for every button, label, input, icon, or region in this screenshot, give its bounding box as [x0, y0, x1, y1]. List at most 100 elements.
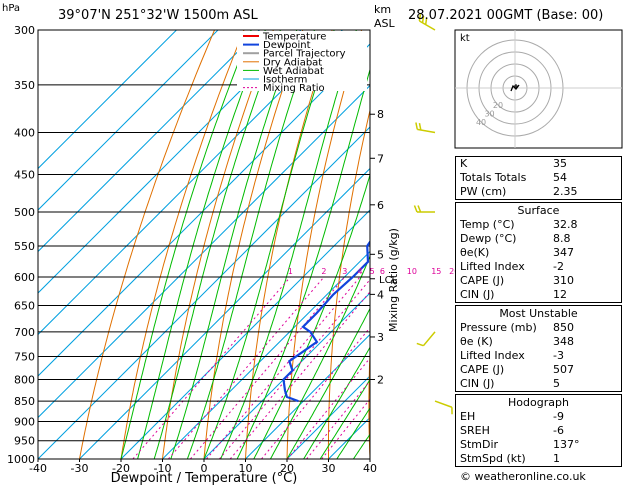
- wet-adiabat-line: [336, 407, 370, 459]
- temperature-tick-label: -30: [71, 462, 89, 475]
- index-unstable-value: 850: [553, 321, 574, 334]
- pressure-tick-label: 650: [14, 300, 35, 313]
- wind-barb: [422, 331, 436, 347]
- mixing-ratio-label: 20: [449, 267, 459, 276]
- index-box-hodo: Hodograph EH -9 SREH -6 StmDir 137° StmSpd (kt…: [455, 394, 622, 467]
- index-surface-label: Dewp (°C): [460, 232, 517, 245]
- mixing-ratio-label: 10: [407, 267, 417, 276]
- index-surface-row: CAPE (J) 310: [456, 274, 621, 288]
- index-top-row: K 35: [456, 157, 621, 171]
- mixing-ratio-axis-label: Mixing Ratio (g/kg): [387, 228, 400, 332]
- wind-barb-flag: [413, 205, 418, 213]
- isotherm-line: [38, 30, 302, 294]
- wind-barb-flag: [418, 122, 422, 131]
- wet-adiabat-line: [120, 30, 252, 459]
- lcl-label: LCL: [379, 275, 398, 286]
- mixing-ratio-label: 5: [370, 267, 375, 276]
- legend-label: Mixing Ratio: [263, 83, 325, 94]
- wind-barb: [417, 128, 436, 134]
- dry-adiabat-line: [120, 30, 245, 459]
- temperature-tick-label: 0: [201, 462, 208, 475]
- index-top-row: Totals Totals 54: [456, 171, 621, 185]
- index-surface-row: Dewp (°C) 8.8: [456, 232, 621, 246]
- wet-adiabat-line: [286, 307, 370, 459]
- mixing-ratio-label: 6: [380, 267, 385, 276]
- pressure-tick-label: 850: [14, 395, 35, 408]
- hodograph-unit-label: kt: [460, 33, 470, 44]
- index-hodo-label: StmSpd (kt): [460, 452, 526, 465]
- temperature-tick-label: 10: [239, 462, 253, 475]
- index-hodo-row: StmDir 137°: [456, 438, 621, 452]
- isotherm-line: [245, 333, 370, 459]
- index-box-surface: Surface Temp (°C) 32.8 Dewp (°C) 8.8 θe(K) 34…: [455, 202, 622, 303]
- index-surface-value: 8.8: [553, 232, 571, 245]
- pressure-tick-label: 750: [14, 350, 35, 363]
- km-tick-label: 4: [377, 288, 384, 301]
- index-surface-label: θe(K): [460, 246, 490, 259]
- index-unstable-value: 507: [553, 363, 574, 376]
- legend-label: Dewpoint: [263, 40, 311, 51]
- wind-barb-flag: [416, 342, 424, 347]
- index-hodo-value: -9: [553, 410, 564, 423]
- km-tick-label: 3: [377, 331, 384, 344]
- pressure-tick-label: 400: [14, 127, 35, 140]
- copyright: © weatheronline.co.uk: [460, 470, 586, 483]
- index-unstable-row: Lifted Index -3: [456, 349, 621, 363]
- index-hodo-label: SREH: [460, 424, 490, 437]
- isotherm-line: [38, 30, 260, 253]
- indices-panel: K 35 Totals Totals 54 PW (cm) 2.35 Surface Te…: [455, 156, 622, 469]
- index-top-label: PW (cm): [460, 185, 507, 198]
- index-unstable-row: CAPE (J) 507: [456, 363, 621, 377]
- mixing-ratio-line: [287, 357, 370, 459]
- index-surface-label: Lifted Index: [460, 260, 525, 273]
- index-unstable-value: 348: [553, 335, 574, 348]
- index-hodo-value: 1: [553, 452, 560, 465]
- plot-area: [38, 30, 370, 459]
- mixing-ratio-line: [132, 276, 291, 459]
- isotherm-line: [162, 250, 370, 459]
- index-top-value: 2.35: [553, 185, 578, 198]
- dry-adiabat-line: [327, 108, 370, 459]
- pressure-tick-label: 950: [14, 435, 35, 448]
- wind-barb-flag: [421, 15, 425, 23]
- wet-adiabat-line: [203, 30, 335, 459]
- dry-adiabat-line: [368, 341, 370, 459]
- x-axis-label: Dewpoint / Temperature (°C): [111, 471, 298, 486]
- index-surface-value: 32.8: [553, 218, 578, 231]
- temperature-tick-label: 30: [322, 462, 336, 475]
- mixing-ratio-line: [168, 276, 325, 459]
- pressure-tick-label: 450: [14, 168, 35, 181]
- index-top-label: Totals Totals: [460, 171, 527, 184]
- hpa-label: hPa: [2, 3, 21, 14]
- km-tick-label: 6: [377, 199, 384, 212]
- isotherm-line: [38, 43, 370, 377]
- pressure-tick-label: 800: [14, 373, 35, 386]
- index-box-unstable: Most Unstable Pressure (mb) 850 θe (K) 348 L…: [455, 305, 622, 392]
- legend-label: Isotherm: [263, 75, 307, 86]
- index-surface-label: CIN (J): [460, 288, 495, 301]
- hodograph-ring-label: 30: [484, 109, 494, 118]
- index-unstable-row: θe (K) 348: [456, 335, 621, 349]
- index-hodo-row: StmSpd (kt) 1: [456, 452, 621, 466]
- legend-background: [237, 31, 367, 91]
- index-surface-label: Temp (°C): [460, 218, 515, 231]
- asl-label: ASL: [374, 17, 395, 30]
- index-hodo-row: EH -9: [456, 410, 621, 424]
- pressure-tick-label: 350: [14, 79, 35, 92]
- temperature-tick-label: -40: [29, 462, 47, 475]
- index-surface-value: 347: [553, 246, 574, 259]
- wet-adiabat-line: [137, 30, 266, 459]
- isotherm-line: [38, 30, 343, 336]
- wind-barb-flag: [415, 122, 419, 130]
- index-unstable-row: CIN (J) 5: [456, 377, 621, 391]
- surface-title: Surface: [517, 204, 560, 217]
- mixing-ratio-label: 15: [431, 267, 441, 276]
- wind-barb-flag: [417, 205, 422, 213]
- index-unstable-value: 5: [553, 377, 560, 390]
- isotherm-line: [38, 30, 177, 170]
- unstable-title: Most Unstable: [499, 307, 578, 320]
- datetime-title: 28.07.2021 00GMT (Base: 00): [408, 8, 604, 23]
- pressure-tick-label: 500: [14, 206, 35, 219]
- temperature-tick-label: -10: [154, 462, 172, 475]
